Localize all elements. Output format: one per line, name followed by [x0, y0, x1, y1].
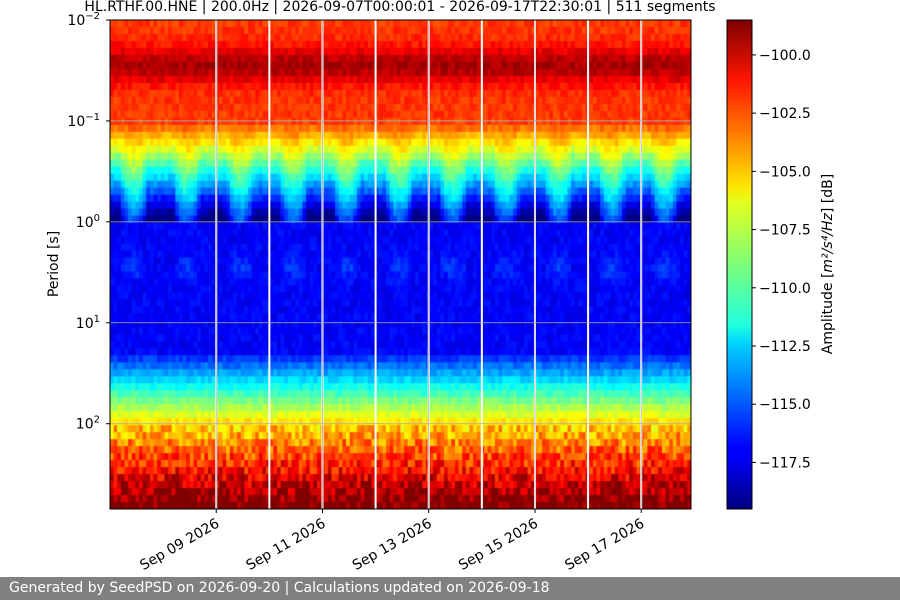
footer-bar [0, 577, 900, 600]
x-tick-label: Sep 09 2026 [137, 516, 222, 574]
plot-frame [109, 19, 692, 510]
x-tick-label: Sep 13 2026 [350, 516, 435, 574]
colorbar-tick-label: −112.5 [759, 339, 811, 355]
x-axis: Sep 09 2026 Sep 11 2026 Sep 13 2026 Sep 15 … [137, 509, 647, 574]
heatmap-cells [110, 20, 691, 509]
colorbar [726, 19, 753, 510]
y-tick-label: 10−1 [67, 112, 100, 130]
colorbar-tick-label: −115.0 [759, 397, 811, 413]
grid-lines [110, 19, 691, 509]
x-tick-label: Sep 15 2026 [456, 516, 541, 574]
y-axis: 10−2 10−1 100 101 102 [67, 11, 110, 433]
footer-text: Generated by SeedPSD on 2026-09-20 | Cal… [9, 580, 550, 596]
colorbar-tick-label: −107.5 [759, 223, 811, 239]
colorbar-label: Amplitude [m²/s⁴/Hz] [dB] [820, 174, 836, 354]
colorbar-tick-label: −117.5 [759, 455, 811, 471]
colorbar-tick-label: −110.0 [759, 281, 811, 297]
y-tick-label: 10−2 [67, 11, 100, 29]
colorbar-tick-label: −105.0 [759, 164, 811, 180]
x-tick-label: Sep 11 2026 [244, 516, 329, 574]
y-tick-label: 101 [76, 314, 100, 332]
y-tick-label: 102 [76, 415, 100, 433]
y-tick-label: 100 [76, 213, 100, 231]
x-tick-label: Sep 17 2026 [562, 516, 647, 574]
y-axis-label: Period [s] [46, 231, 62, 297]
chart-title: HL.RTHF.00.HNE | 200.0Hz | 2026-09-07T00… [84, 0, 715, 15]
colorbar-axis: −100.0 −102.5 −105.0 −107.5 −110.0 −112.5 −115… [752, 48, 811, 471]
colorbar-tick-label: −100.0 [759, 48, 811, 64]
colorbar-tick-label: −102.5 [759, 106, 811, 122]
